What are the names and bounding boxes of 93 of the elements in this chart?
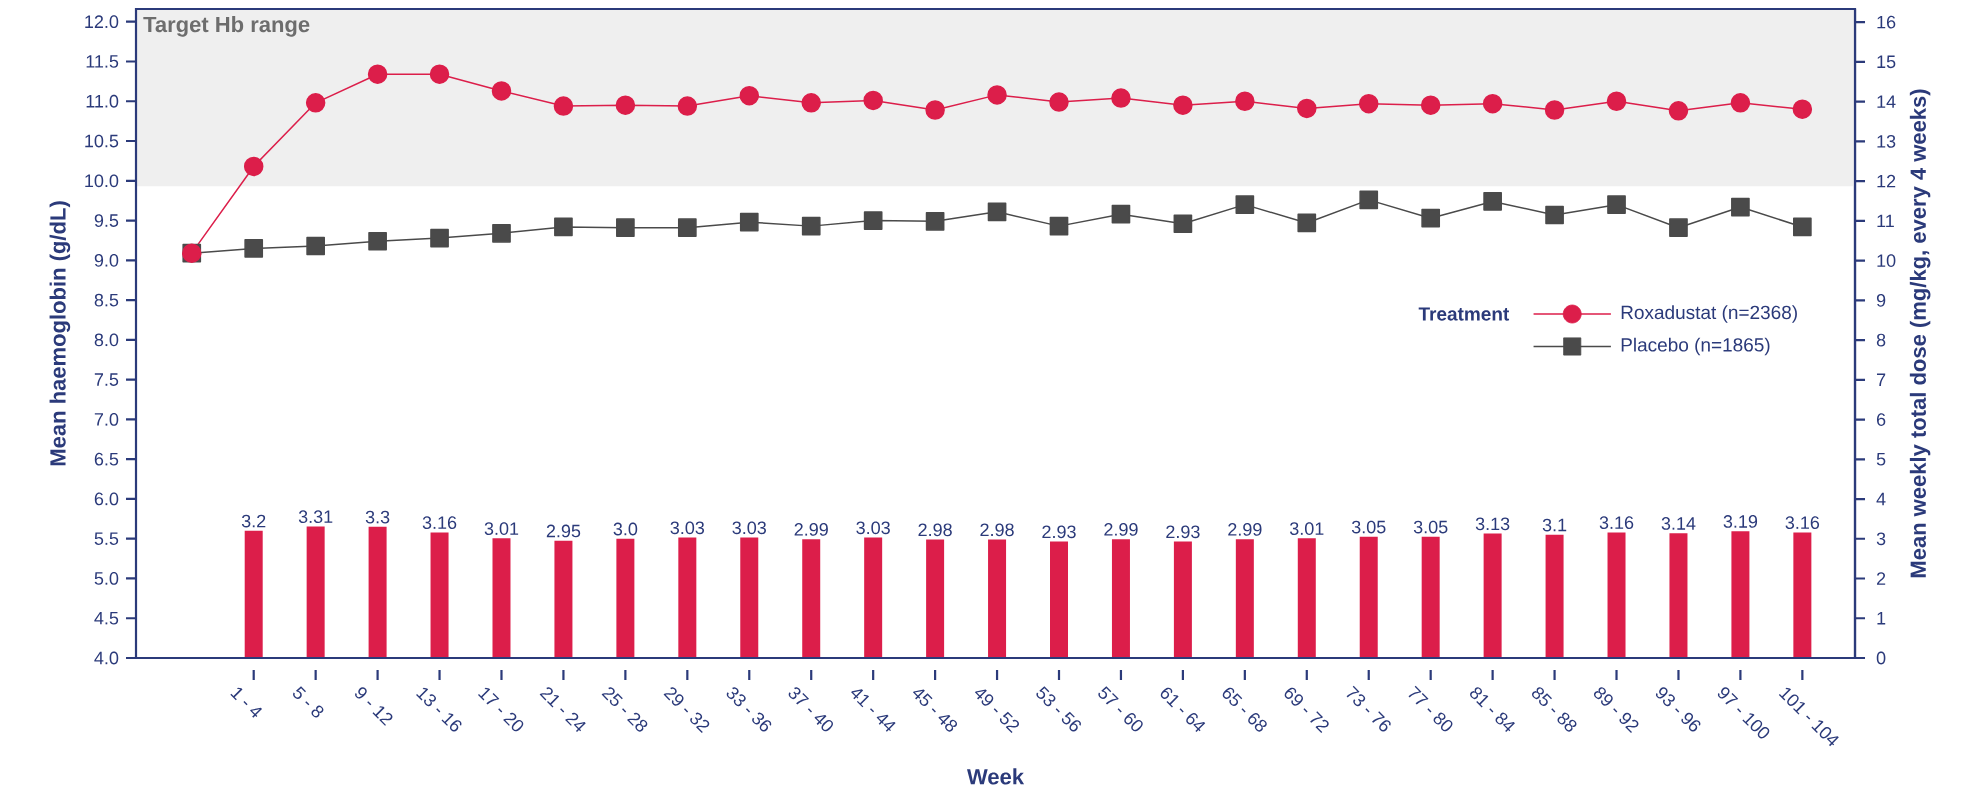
- data-label: 3.03: [670, 521, 705, 535]
- y2-tick-label: 15: [1877, 55, 1896, 69]
- y2-tick-label: 12: [1877, 174, 1896, 188]
- y2-tick-label: 9: [1876, 293, 1886, 307]
- x-tick-label: 29 - 32: [663, 687, 710, 733]
- x-tick-label: 1 - 4: [230, 687, 263, 718]
- data-label: 3.03: [856, 521, 890, 535]
- y-tick-label: 5.0: [94, 572, 119, 585]
- x-tick-label: 17 - 20: [478, 687, 524, 732]
- x-tick-label: 13 - 16: [416, 687, 462, 732]
- data-label: 2.99: [1228, 523, 1262, 536]
- y-tick-label: 8.0: [94, 333, 119, 347]
- y-axis-title: Mean haemoglobin (g/dL): [49, 201, 71, 466]
- data-label: 2.95: [546, 524, 581, 538]
- x-tick-label: 49 - 52: [974, 689, 1020, 733]
- y-tick-label: 8.5: [94, 293, 119, 307]
- data-label: 3.3: [365, 510, 390, 524]
- data-label: 3.01: [484, 522, 519, 535]
- data-label: 2.98: [980, 523, 1014, 537]
- y-tick-label: 4.0: [94, 651, 119, 665]
- data-label: 3.0: [613, 522, 638, 536]
- y-tick-label: 6.5: [94, 452, 119, 466]
- data-label: 2.93: [1042, 525, 1076, 539]
- legend-label: Roxadustat (n=2368): [1621, 305, 1797, 323]
- y2-tick-label: 6: [1876, 413, 1886, 426]
- x-tick-label: 61 - 64: [1160, 687, 1206, 732]
- y2-tick-label: 7: [1876, 373, 1886, 386]
- data-label: 2.93: [1166, 525, 1200, 539]
- x-tick-label: 77 - 80: [1408, 685, 1453, 732]
- y2-tick-label: 11: [1877, 214, 1894, 228]
- x-tick-label: 73 - 76: [1346, 685, 1391, 732]
- y-tick-label: 6.0: [94, 492, 119, 506]
- data-label: 3.19: [1723, 515, 1758, 528]
- x-tick-label: 65 - 68: [1222, 687, 1267, 732]
- y-tick-label: 10.0: [85, 174, 119, 188]
- y-tick-label: 7.0: [94, 413, 119, 426]
- x-tick-label: 93 - 96: [1655, 687, 1701, 732]
- y2-tick-label: 1: [1877, 612, 1886, 625]
- y-tick-label: 11.5: [86, 55, 119, 68]
- x-tick-label: 21 - 24: [539, 687, 586, 732]
- data-label: 3.1: [1542, 518, 1567, 532]
- x-tick-label: 9 - 12: [355, 687, 393, 726]
- data-label: 2.99: [794, 523, 828, 536]
- y-tick-label: 9.5: [94, 214, 119, 227]
- data-label: 2.98: [918, 523, 952, 537]
- x-tick-label: 69 - 72: [1284, 687, 1329, 733]
- y2-tick-label: 5: [1876, 453, 1886, 466]
- x-tick-label: 37 - 40: [788, 687, 833, 732]
- x-tick-label: 57 - 60: [1098, 686, 1143, 732]
- y-tick-label: 9.0: [94, 253, 119, 267]
- x-tick-label: 89 - 92: [1593, 687, 1639, 733]
- data-label: 3.31: [298, 510, 333, 524]
- y2-tick-label: 3: [1876, 532, 1886, 546]
- x-tick-label: 101 - 104: [1778, 687, 1839, 747]
- y-tick-label: 7.5: [94, 373, 119, 386]
- x-tick-label: 45 - 48: [912, 689, 958, 732]
- y2-tick-label: 4: [1876, 492, 1886, 506]
- y-tick-label: 5.5: [94, 532, 119, 545]
- x-axis-title: Week: [967, 768, 1025, 785]
- data-label: 3.03: [732, 521, 766, 535]
- y2-tick-label: 13: [1877, 134, 1896, 148]
- data-label: 3.16: [422, 516, 457, 530]
- y2-tick-label: 16: [1877, 15, 1896, 29]
- y2-tick-label: 2: [1876, 572, 1886, 585]
- data-label: 3.16: [1599, 516, 1634, 530]
- y2-tick-label: 14: [1877, 95, 1896, 108]
- data-label: 3.2: [241, 514, 266, 528]
- x-tick-label: 53 - 56: [1036, 686, 1081, 732]
- y-tick-label: 12.0: [85, 15, 119, 29]
- data-label: 3.05: [1413, 520, 1448, 534]
- y-tick-label: 11.0: [86, 94, 119, 108]
- band-label: Target Hb range: [143, 16, 310, 37]
- data-label: 3.14: [1661, 517, 1696, 530]
- y2-tick-label: 0: [1876, 651, 1886, 665]
- y-tick-label: 4.5: [94, 611, 119, 625]
- data-label: 2.99: [1104, 523, 1138, 536]
- y2-axis-title: Mean weekly total dose (mg/kg, every 4 weeks): [1909, 89, 1931, 578]
- y2-tick-label: 10: [1877, 254, 1896, 267]
- x-tick-label: 81 - 84: [1470, 687, 1515, 732]
- x-tick-label: 85 - 88: [1532, 687, 1577, 732]
- data-label: 3.13: [1475, 517, 1510, 531]
- x-tick-label: 5 - 8: [293, 686, 324, 718]
- x-tick-label: 41 - 44: [851, 689, 896, 732]
- data-label: 3.16: [1785, 516, 1820, 530]
- x-tick-label: 97 - 100: [1717, 687, 1770, 739]
- data-label: 3.01: [1289, 522, 1324, 535]
- y2-tick-label: 8: [1876, 333, 1886, 347]
- legend-label: Placebo (n=1865): [1621, 337, 1770, 356]
- x-tick-label: 25 - 28: [601, 687, 648, 732]
- data-label: 3.05: [1351, 520, 1386, 534]
- y-tick-label: 10.5: [85, 134, 119, 148]
- legend-title: Treatment: [1418, 307, 1510, 321]
- x-tick-label: 33 - 36: [726, 687, 772, 732]
